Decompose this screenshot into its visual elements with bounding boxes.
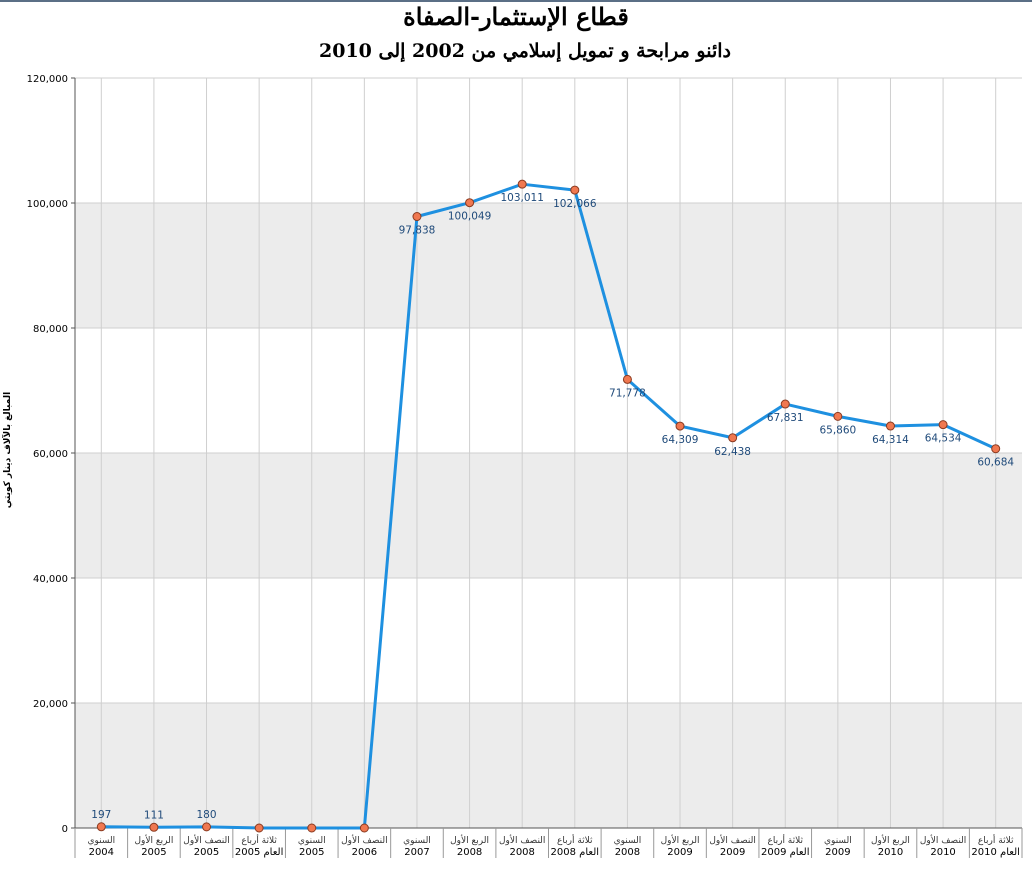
data-label: 102,066 [553, 198, 597, 210]
x-tick-label: ثلاثة أرباع [241, 834, 277, 846]
x-tick-label: السنوي [403, 836, 431, 846]
x-tick-label: السنوي [87, 836, 115, 846]
y-tick-label: 100,000 [27, 199, 68, 210]
y-tick-label: 40,000 [33, 574, 68, 585]
data-point [938, 420, 948, 430]
y-tick-label: 120,000 [27, 74, 68, 85]
data-label: 180 [197, 809, 217, 821]
series-line [101, 182, 997, 830]
chart-subtitle: دائنو مرابحة و تمويل إسلامي من 2002 إلى … [319, 40, 731, 62]
data-label: 71,778 [609, 387, 646, 399]
data-point [570, 185, 580, 195]
x-tick-year: العام 2009 [761, 847, 810, 858]
grid-band [75, 203, 1022, 328]
y-tick-label: 20,000 [33, 699, 68, 710]
data-label: 65,860 [819, 424, 856, 436]
x-tick-year: 2005 [141, 847, 166, 858]
x-tick-label: النصف الأول [920, 834, 966, 846]
x-tick-year: 2009 [825, 847, 850, 858]
data-label: 197 [91, 809, 111, 821]
data-point [254, 823, 264, 833]
x-tick-year: 2008 [457, 847, 482, 858]
x-tick-year: 2007 [404, 847, 429, 858]
data-point [991, 444, 1001, 454]
x-tick-label: ثلاثة أرباع [557, 834, 593, 846]
x-tick-label: الربع الأول [871, 834, 910, 846]
data-label: 100,049 [448, 211, 491, 223]
grid-band [75, 453, 1022, 578]
data-point [833, 411, 843, 421]
data-label: 103,011 [500, 192, 543, 204]
x-tick-label: النصف الأول [499, 834, 545, 846]
x-tick-label: ثلاثة أرباع [978, 834, 1014, 846]
x-tick-label: الربع الأول [134, 834, 173, 846]
x-tick-label: السنوي [824, 836, 852, 846]
data-point [359, 823, 369, 833]
x-tick-year: 2009 [667, 847, 692, 858]
data-point [675, 421, 685, 431]
x-tick-label: ثلاثة أرباع [767, 834, 803, 846]
top-border [0, 0, 1032, 2]
x-tick-label: السنوي [614, 836, 642, 846]
x-tick-year: 2008 [615, 847, 640, 858]
x-tick-year: 2010 [930, 847, 955, 858]
data-label: 62,438 [714, 446, 751, 458]
x-tick-year: العام 2005 [235, 847, 284, 858]
chart-title: قطاع الإستثمار-الصفاة [403, 2, 629, 31]
data-point [149, 822, 159, 832]
x-tick-year: 2005 [299, 847, 324, 858]
data-point [412, 212, 422, 222]
x-tick-label: السنوي [298, 836, 326, 846]
y-tick-label: 60,000 [33, 449, 68, 460]
x-tick-year: 2005 [194, 847, 219, 858]
data-point [517, 179, 527, 189]
data-point [202, 822, 212, 832]
x-tick-label: النصف الأول [709, 834, 755, 846]
data-label: 111 [144, 809, 164, 821]
x-tick-year: العام 2008 [551, 847, 600, 858]
grid-band [75, 703, 1022, 828]
x-tick-year: 2009 [720, 847, 745, 858]
x-tick-year: 2006 [352, 847, 377, 858]
y-tick-label: 80,000 [33, 324, 68, 335]
data-point [96, 822, 106, 832]
x-tick-label: الربع الأول [450, 834, 489, 846]
data-label: 64,534 [925, 433, 962, 445]
data-point [307, 823, 317, 833]
data-label: 97,838 [399, 225, 436, 237]
data-point [728, 433, 738, 443]
data-label: 67,831 [767, 412, 804, 424]
x-tick-label: النصف الأول [183, 834, 229, 846]
data-label: 64,309 [662, 434, 699, 446]
data-point [622, 374, 632, 384]
x-tick-year: 2004 [89, 847, 114, 858]
data-point [465, 198, 475, 208]
data-label: 60,684 [977, 457, 1014, 469]
x-tick-year: العام 2010 [971, 847, 1020, 858]
x-tick-year: 2010 [878, 847, 903, 858]
data-point [780, 399, 790, 409]
x-tick-label: النصف الأول [341, 834, 387, 846]
data-label: 64,314 [872, 434, 909, 446]
y-tick-label: 0 [62, 824, 68, 835]
x-tick-label: الربع الأول [661, 834, 700, 846]
data-point [885, 421, 895, 431]
x-tick-year: 2008 [509, 847, 534, 858]
